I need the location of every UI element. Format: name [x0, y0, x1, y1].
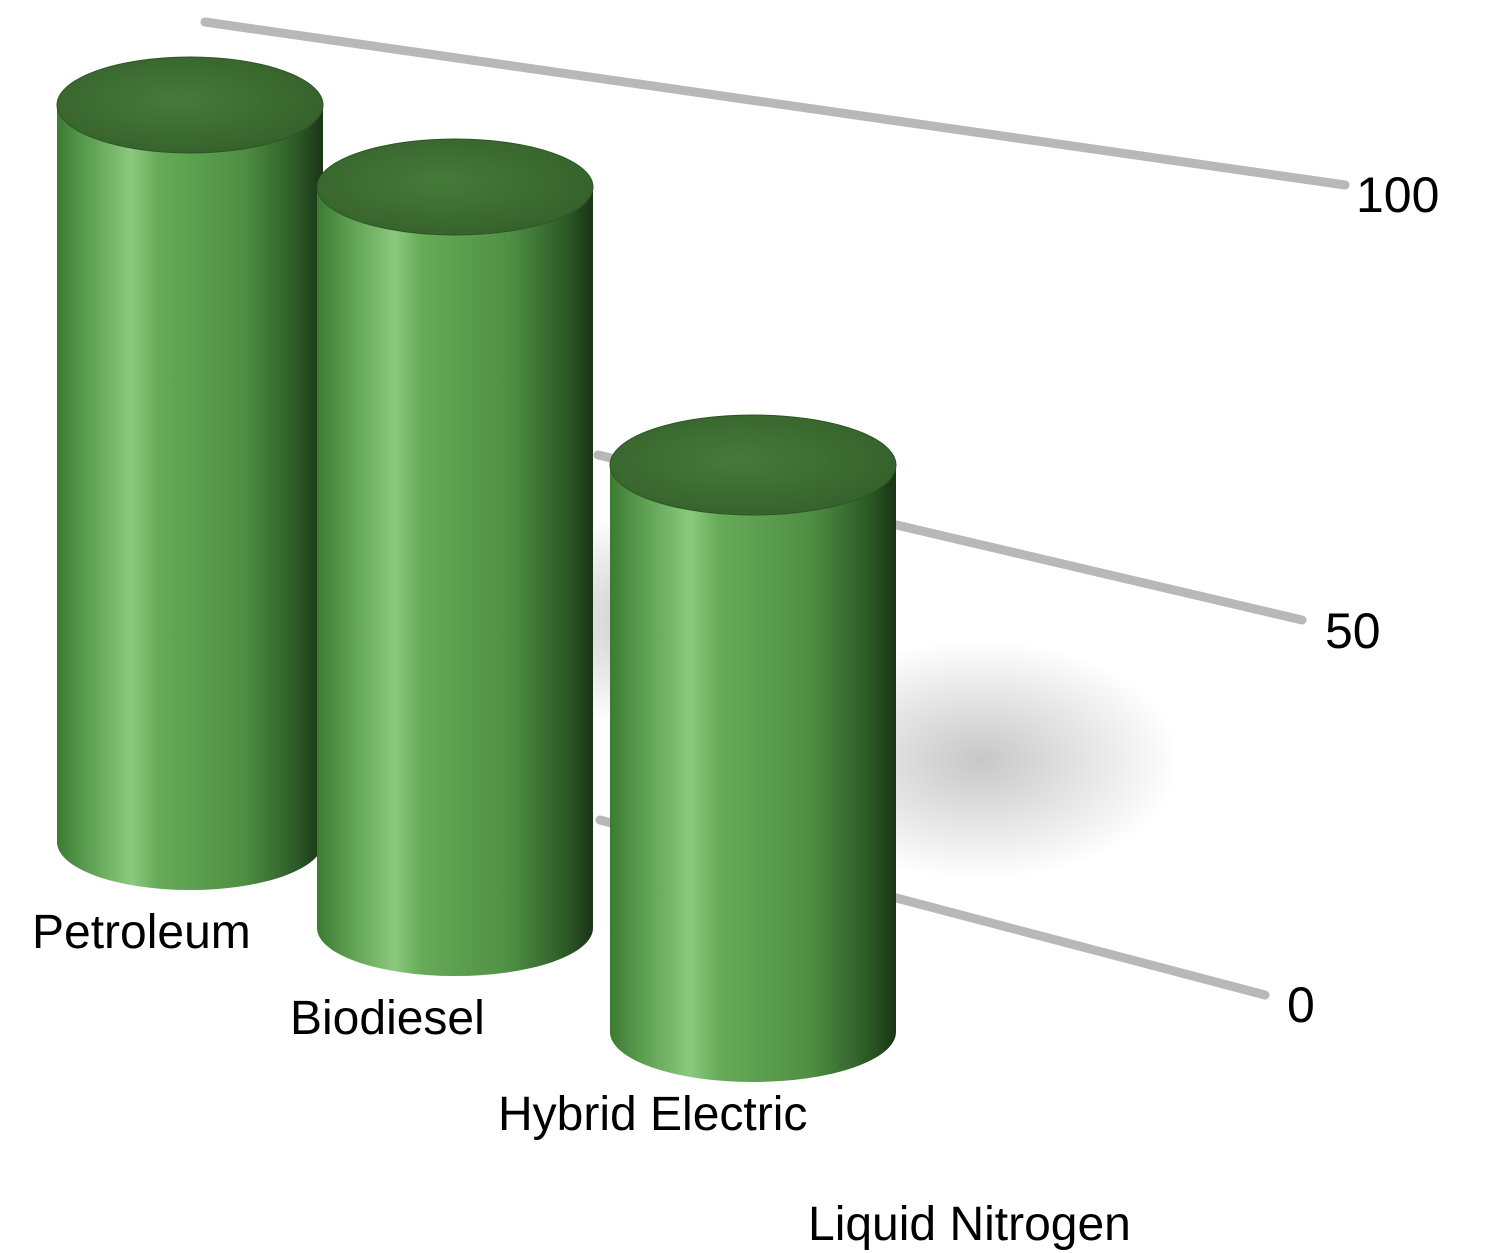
category-labels: Petroleum Biodiesel Hybrid Electric Liqu… [32, 906, 1131, 1251]
bar-top-hybrid-electric [609, 414, 897, 516]
bar-body-hybrid-electric [610, 465, 896, 1082]
bar-body-biodiesel [317, 187, 593, 976]
y-axis-ticks: 100 50 0 [1287, 167, 1439, 1033]
bar-body-petroleum [57, 105, 323, 890]
bar-hybrid-electric [609, 414, 897, 1082]
bar-petroleum [56, 56, 324, 890]
category-label-petroleum: Petroleum [32, 906, 251, 959]
category-label-liquid-nitrogen: Liquid Nitrogen [808, 1198, 1131, 1251]
y-tick-label-100: 100 [1356, 167, 1439, 223]
y-tick-label-50: 50 [1325, 603, 1381, 659]
bar-biodiesel [316, 138, 594, 976]
bar-top-biodiesel [316, 138, 594, 236]
category-label-biodiesel: Biodiesel [290, 992, 485, 1045]
category-label-hybrid-electric: Hybrid Electric [498, 1088, 807, 1141]
y-tick-label-0: 0 [1287, 977, 1315, 1033]
gridline-100 [200, 17, 1350, 190]
bars [56, 56, 897, 1082]
bar-top-petroleum [56, 56, 324, 154]
